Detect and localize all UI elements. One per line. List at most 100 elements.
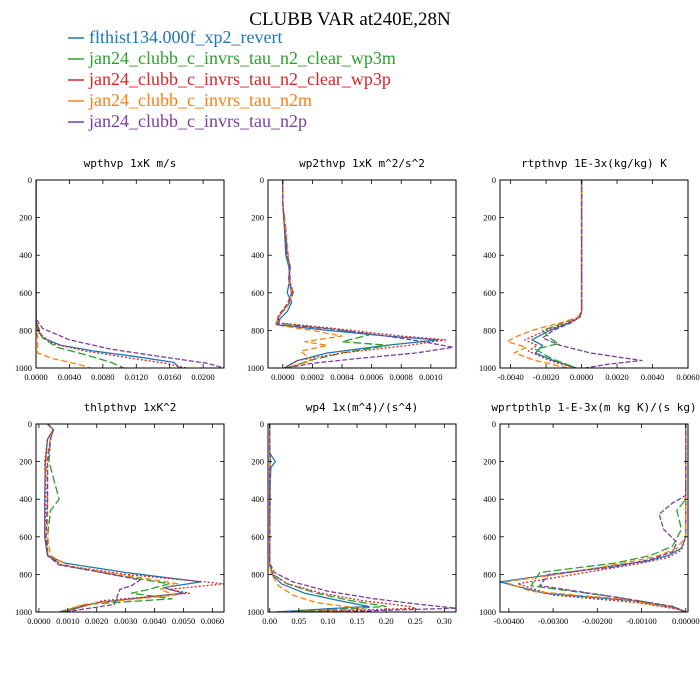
series-line [44, 424, 202, 612]
y-tick-label: 800 [19, 569, 32, 579]
x-tick-label: -0.00400 [494, 616, 524, 626]
x-tick-label: 0.05 [291, 616, 306, 626]
panel-title: wp4 1x(m^4)/(s^4) [306, 401, 419, 414]
y-tick-label: 0 [260, 175, 264, 185]
x-tick-label: -0.0020 [533, 372, 559, 382]
legend-entry: jan24_clubb_c_invrs_tau_n2m [68, 90, 312, 110]
y-tick-label: 800 [483, 569, 496, 579]
series-line [46, 424, 173, 612]
y-tick-label: 800 [251, 325, 264, 335]
x-tick-label: 0.0040 [641, 372, 664, 382]
y-tick-label: 0 [28, 419, 32, 429]
y-tick-label: 1000 [247, 607, 264, 617]
y-tick-label: 600 [483, 288, 496, 298]
series-line [269, 424, 456, 612]
y-tick-label: 600 [19, 288, 32, 298]
x-tick-label: 0.0008 [390, 372, 413, 382]
legend-label: jan24_clubb_c_invrs_tau_n2_clear_wp3p [88, 69, 391, 89]
series-line [500, 424, 687, 612]
legend-entry: jan24_clubb_c_invrs_tau_n2_clear_wp3m [68, 48, 396, 68]
x-tick-label: 0.30 [437, 616, 452, 626]
plot-frame [35, 423, 225, 613]
panel-title: rtpthvp 1E-3x(kg/kg) K [521, 157, 667, 170]
x-tick-label: -0.00200 [582, 616, 612, 626]
series-line [36, 180, 91, 368]
series-line [36, 180, 124, 368]
x-tick-label: 0.0040 [58, 372, 81, 382]
x-tick-label: 0.0050 [172, 616, 195, 626]
x-tick-label: -0.00100 [626, 616, 656, 626]
series-line [45, 424, 141, 612]
series-line [274, 180, 343, 368]
panel: wp2thvp 1xK m^2/s^2 0 200 400 600 800 1000 0.00… [247, 157, 457, 382]
x-tick-label: 0.0000 [570, 372, 593, 382]
x-tick-label: 0.0120 [125, 372, 148, 382]
series-line [524, 180, 583, 368]
y-tick-label: 600 [19, 532, 32, 542]
y-tick-label: 1000 [479, 607, 496, 617]
y-tick-label: 600 [251, 532, 264, 542]
y-tick-label: 800 [251, 569, 264, 579]
y-tick-label: 1000 [15, 363, 32, 373]
x-tick-label: 0.0010 [419, 372, 442, 382]
plot-frame [267, 179, 457, 369]
x-tick-label: 0.0200 [191, 372, 214, 382]
series-line [506, 180, 583, 368]
legend-entry: flthist134.000f_xp2_revert [68, 27, 282, 47]
x-tick-label: 0.0060 [676, 372, 699, 382]
y-tick-label: 600 [483, 532, 496, 542]
y-tick-label: 1000 [479, 363, 496, 373]
x-tick-label: 0.20 [379, 616, 394, 626]
series-line [539, 424, 687, 612]
y-tick-label: 400 [251, 250, 264, 260]
y-tick-label: 200 [251, 213, 264, 223]
x-tick-label: 0.0000 [271, 372, 294, 382]
series-line [530, 424, 687, 612]
series-line [36, 180, 224, 368]
x-tick-label: 0.00 [262, 616, 277, 626]
x-tick-label: 0.0020 [605, 372, 628, 382]
legend-entry: jan24_clubb_c_invrs_tau_n2_clear_wp3p [68, 69, 391, 89]
series-line [541, 180, 643, 368]
series-line [277, 180, 447, 368]
series-line [36, 180, 187, 368]
y-tick-label: 200 [251, 457, 264, 467]
panel: rtpthvp 1E-3x(kg/kg) K02004006008001000-… [479, 157, 700, 382]
x-tick-label: 0.15 [350, 616, 365, 626]
series-line [276, 180, 391, 368]
y-tick-label: 800 [483, 325, 496, 335]
x-tick-label: 0.0006 [360, 372, 383, 382]
series-line [269, 424, 416, 612]
x-tick-label: 0.0004 [330, 372, 354, 382]
y-tick-label: 200 [19, 213, 32, 223]
panel-title: wpthvp 1xK m/s [84, 157, 177, 170]
legend-entry: jan24_clubb_c_invrs_tau_n2p [68, 111, 307, 131]
panel-title: wprtpthlp 1-E-3x(m kg K)/(s kg) [491, 401, 696, 414]
series-line [269, 424, 364, 612]
y-tick-label: 0 [492, 419, 496, 429]
y-tick-label: 0 [28, 175, 32, 185]
series-group [269, 424, 456, 612]
y-tick-label: 400 [483, 250, 496, 260]
legend: flthist134.000f_xp2_revertjan24_clubb_c_… [68, 27, 396, 131]
series-group [506, 180, 643, 368]
legend-label: jan24_clubb_c_invrs_tau_n2m [88, 90, 312, 110]
panel-title: wp2thvp 1xK m^2/s^2 [299, 157, 425, 170]
panel: wprtpthlp 1-E-3x(m kg K)/(s kg) 0 200 400 60… [479, 401, 700, 626]
legend-label: jan24_clubb_c_invrs_tau_n2p [88, 111, 307, 131]
series-line [276, 180, 454, 368]
y-tick-label: 600 [251, 288, 264, 298]
y-tick-label: 400 [19, 250, 32, 260]
series-line [534, 180, 583, 368]
y-tick-label: 400 [251, 494, 264, 504]
series-line [277, 180, 439, 368]
y-tick-label: 200 [19, 457, 32, 467]
legend-label: flthist134.000f_xp2_revert [89, 27, 282, 47]
x-tick-label: 0.0040 [143, 616, 166, 626]
y-tick-label: 400 [19, 494, 32, 504]
